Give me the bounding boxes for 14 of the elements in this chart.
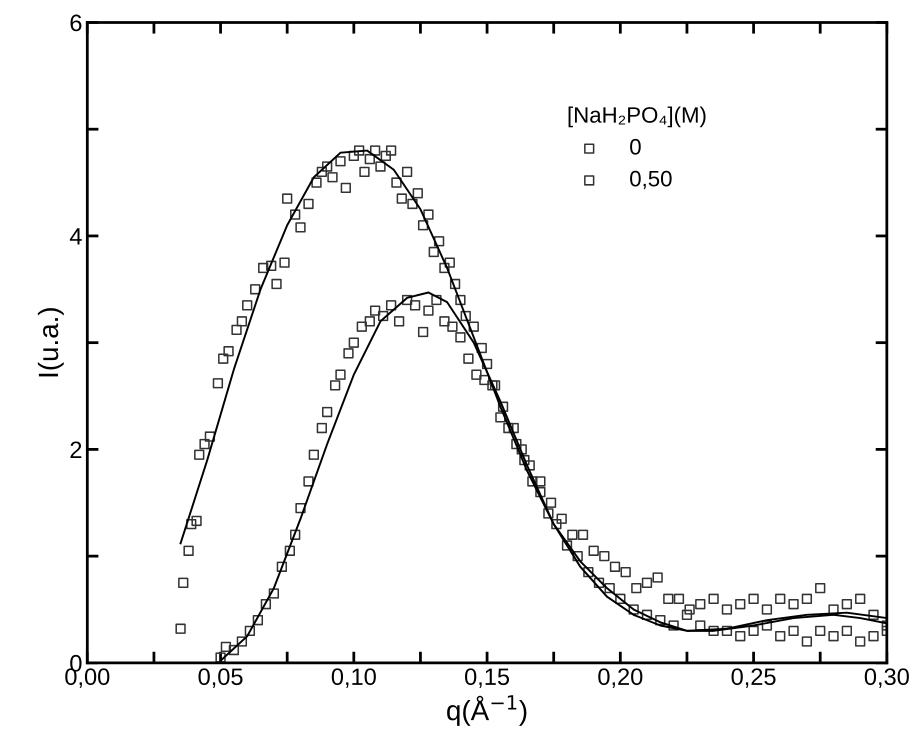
x-tick-label: 0,15 (465, 668, 510, 688)
legend-title: [NaH₂PO₄](M) (568, 106, 706, 128)
y-tick-label: 4 (70, 228, 82, 244)
x-tick-label: 0,25 (732, 668, 776, 688)
x-tick-label: 0,20 (598, 668, 642, 688)
x-tick-label: 0,30 (864, 668, 909, 688)
x-tick-label: 0,10 (332, 668, 376, 688)
y-axis-title: I(u.a.) (38, 308, 64, 376)
legend-label: 0,50 (630, 170, 672, 190)
y-tick-label: 2 (70, 441, 82, 458)
x-tick-label: 0,05 (198, 668, 243, 688)
y-tick-label: 6 (70, 14, 82, 32)
legend-label: 0 (630, 138, 641, 155)
x-axis-title: q(Å$^{−1}$) (447, 695, 526, 726)
